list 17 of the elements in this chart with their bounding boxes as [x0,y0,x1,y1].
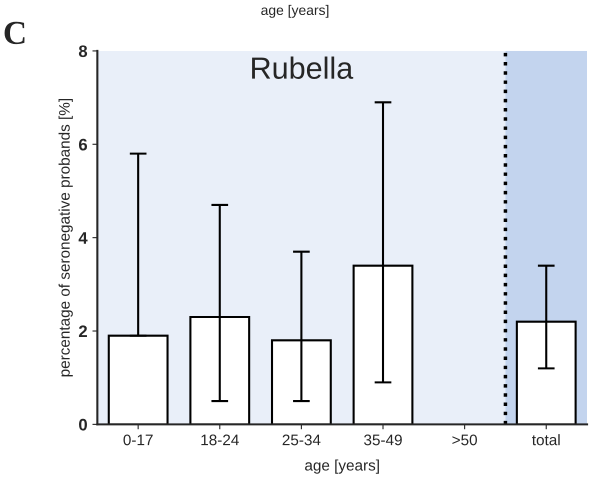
x-tick-label: 0-17 [123,434,153,446]
y-tick-label: 0 [79,418,87,431]
text: age [years] [305,459,379,474]
bar [108,334,169,424]
x-axis-title: age [years] [261,4,328,18]
y-axis-title: percentage of seronegative probands [%] [58,99,73,376]
y-tick-label: 2 [78,325,87,338]
y-tick-label: 8 [78,45,88,58]
x-tick-label: total [532,434,560,446]
x-tick-label: >50 [452,434,477,446]
text: C [4,22,24,44]
y-tick-label: 6 [78,138,88,150]
x-tick-label: 35-49 [364,434,402,446]
x-tick-label: 18-24 [201,434,239,446]
y-tick-label: 4 [78,232,88,244]
x-tick-label: 25-34 [282,434,320,446]
chart-title: Rubella [252,56,354,79]
